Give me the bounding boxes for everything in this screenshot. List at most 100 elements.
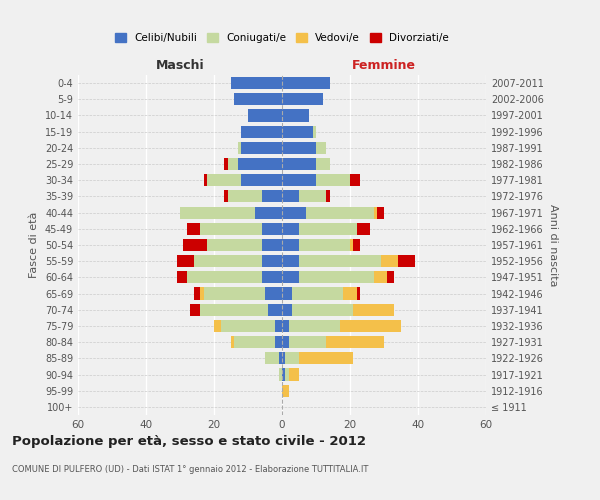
Bar [316,142,326,154]
Bar [190,304,200,316]
Bar [262,222,282,235]
Bar [289,368,299,380]
Bar [265,352,278,364]
Bar [316,158,329,170]
Bar [353,304,394,316]
Bar [187,222,200,235]
Bar [340,320,401,332]
Bar [231,336,235,348]
Bar [353,239,360,251]
Bar [282,239,299,251]
Bar [268,304,282,316]
Bar [292,288,343,300]
Bar [374,206,377,218]
Bar [299,255,380,268]
Bar [241,142,282,154]
Bar [282,77,329,89]
Bar [238,142,241,154]
Bar [282,158,316,170]
Bar [194,255,262,268]
Bar [299,190,326,202]
Bar [350,239,353,251]
Bar [221,320,275,332]
Legend: Celibi/Nubili, Coniugati/e, Vedovi/e, Divorziati/e: Celibi/Nubili, Coniugati/e, Vedovi/e, Di… [111,29,453,48]
Bar [380,255,398,268]
Bar [282,110,309,122]
Bar [200,304,268,316]
Bar [299,272,374,283]
Bar [326,190,329,202]
Bar [282,206,306,218]
Bar [313,126,316,138]
Bar [207,239,262,251]
Bar [282,304,292,316]
Bar [282,190,299,202]
Bar [282,255,299,268]
Bar [357,222,370,235]
Bar [286,352,299,364]
Bar [184,239,207,251]
Text: Maschi: Maschi [155,59,205,72]
Bar [282,288,292,300]
Bar [231,77,282,89]
Text: Femmine: Femmine [352,59,416,72]
Bar [262,239,282,251]
Bar [204,288,265,300]
Bar [388,272,394,283]
Bar [398,255,415,268]
Bar [282,320,289,332]
Bar [224,190,227,202]
Text: COMUNE DI PULFERO (UD) - Dati ISTAT 1° gennaio 2012 - Elaborazione TUTTITALIA.IT: COMUNE DI PULFERO (UD) - Dati ISTAT 1° g… [12,465,368,474]
Bar [292,304,353,316]
Bar [176,255,194,268]
Bar [282,384,289,397]
Bar [316,174,350,186]
Bar [350,174,360,186]
Bar [224,158,227,170]
Bar [299,352,353,364]
Bar [187,272,262,283]
Bar [377,206,384,218]
Bar [227,190,262,202]
Bar [227,158,238,170]
Bar [278,352,282,364]
Bar [282,142,316,154]
Bar [255,206,282,218]
Bar [286,368,289,380]
Bar [282,126,313,138]
Bar [282,336,289,348]
Bar [214,320,221,332]
Bar [176,272,187,283]
Bar [207,174,241,186]
Bar [343,288,357,300]
Y-axis label: Anni di nascita: Anni di nascita [548,204,557,286]
Bar [238,158,282,170]
Bar [275,336,282,348]
Bar [278,368,282,380]
Bar [241,126,282,138]
Bar [326,336,384,348]
Bar [282,272,299,283]
Bar [306,206,374,218]
Bar [194,288,200,300]
Bar [282,93,323,106]
Bar [235,336,275,348]
Bar [262,255,282,268]
Bar [204,174,207,186]
Y-axis label: Fasce di età: Fasce di età [29,212,39,278]
Bar [299,239,350,251]
Bar [275,320,282,332]
Bar [289,336,326,348]
Bar [180,206,255,218]
Bar [282,222,299,235]
Bar [200,222,262,235]
Bar [282,368,286,380]
Bar [299,222,357,235]
Bar [282,174,316,186]
Bar [262,190,282,202]
Bar [235,93,282,106]
Bar [282,352,286,364]
Bar [265,288,282,300]
Bar [357,288,360,300]
Bar [200,288,204,300]
